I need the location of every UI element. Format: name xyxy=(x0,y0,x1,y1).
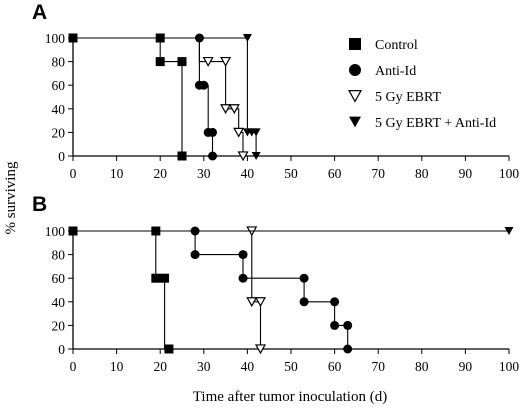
x-tick-label: 60 xyxy=(328,359,342,374)
legend-marker-5-gy-ebrt xyxy=(347,89,363,103)
series-line-5-gy-ebrt xyxy=(73,37,244,156)
panel-b-plot: 0 10 20 30 40 50 60 70 80 90 100 0 20 40 60 80 100 xyxy=(45,224,520,374)
y-tick-label: 60 xyxy=(52,271,66,286)
x-tick-label: 100 xyxy=(499,359,520,374)
y-tick-label: 80 xyxy=(52,248,66,263)
series-line-5-gy-ebrt-anti-id xyxy=(73,37,509,157)
data-point-5-gy-ebrt xyxy=(228,104,240,115)
data-point-control xyxy=(177,57,187,67)
x-tick-label: 70 xyxy=(371,166,385,181)
x-tick-label: 0 xyxy=(70,166,77,181)
x-tick-label: 20 xyxy=(153,166,167,181)
y-axis-label: % surviving xyxy=(3,161,19,234)
x-tick-label: 40 xyxy=(241,166,255,181)
legend-marker-anti-id xyxy=(349,64,361,76)
data-point-anti-id xyxy=(343,320,353,330)
x-tick-label: 50 xyxy=(284,166,298,181)
y-tick-label: 40 xyxy=(52,102,66,117)
data-point-anti-id xyxy=(299,297,309,307)
x-tick-label: 60 xyxy=(328,166,342,181)
x-tick-label: 10 xyxy=(110,359,124,374)
data-point-5-gy-ebrt-anti-id xyxy=(504,226,514,236)
series-line-anti-id xyxy=(73,37,214,156)
x-axis-label: Time after tumor inoculation (d) xyxy=(193,389,387,405)
data-point-5-gy-ebrt-anti-id xyxy=(242,33,252,43)
data-point-anti-id xyxy=(199,80,209,90)
data-point-anti-id xyxy=(330,320,340,330)
data-point-5-gy-ebrt-anti-id xyxy=(251,128,261,137)
data-point-5-gy-ebrt xyxy=(237,151,249,162)
y-tick-label: 0 xyxy=(58,342,65,357)
data-point-anti-id xyxy=(330,297,340,307)
x-tick-label: 40 xyxy=(241,359,255,374)
y-tick-label: 20 xyxy=(52,125,66,140)
y-tick-label: 0 xyxy=(58,149,65,164)
y-tick-label: 20 xyxy=(52,318,66,333)
legend-label-5-gy-ebrt-anti-id: 5 Gy EBRT + Anti-Id xyxy=(375,116,496,131)
x-tick-label: 10 xyxy=(110,166,124,181)
legend-label-5-gy-ebrt: 5 Gy EBRT xyxy=(375,90,441,105)
series-line-anti-id xyxy=(73,230,509,350)
x-tick-label: 30 xyxy=(197,166,211,181)
data-point-control xyxy=(160,273,170,283)
data-point-anti-id xyxy=(208,151,218,161)
data-point-5-gy-ebrt xyxy=(233,127,245,138)
x-tick-label: 70 xyxy=(371,359,385,374)
data-point-5-gy-ebrt xyxy=(220,56,232,67)
x-tick-label: 50 xyxy=(284,359,298,374)
data-point-5-gy-ebrt-anti-id xyxy=(251,151,261,161)
data-point-anti-id xyxy=(343,344,353,354)
series-line-control xyxy=(73,230,166,349)
y-tick-label: 60 xyxy=(52,78,66,93)
legend-marker-control xyxy=(349,38,361,50)
y-tick-label: 100 xyxy=(45,224,66,239)
data-point-control xyxy=(151,273,161,283)
data-point-control xyxy=(177,151,187,161)
data-point-5-gy-ebrt xyxy=(254,297,266,308)
panel-a-label: A xyxy=(32,1,47,24)
data-point-anti-id xyxy=(238,273,248,283)
x-tick-label: 20 xyxy=(153,359,167,374)
data-point-5-gy-ebrt xyxy=(220,104,232,115)
y-tick-label: 100 xyxy=(45,31,66,46)
data-point-5-gy-ebrt xyxy=(254,344,266,355)
data-point-anti-id xyxy=(299,273,309,283)
series-line-5-gy-ebrt xyxy=(73,230,262,349)
x-tick-label: 0 xyxy=(70,359,77,374)
legend-label-anti-id: Anti-Id xyxy=(375,64,416,79)
data-point-control xyxy=(155,57,165,67)
data-point-anti-id xyxy=(190,250,200,260)
y-tick-label: 40 xyxy=(52,295,66,310)
x-tick-label: 100 xyxy=(499,166,520,181)
series-line-control xyxy=(73,37,183,156)
legend-marker-5-gy-ebrt-anti-id xyxy=(349,116,361,128)
y-tick-label: 80 xyxy=(52,55,66,70)
legend: Control Anti-Id 5 Gy EBRT 5 Gy EBRT + Anti-… xyxy=(347,38,496,131)
data-point-anti-id xyxy=(208,127,218,137)
panel-a-plot: 0 10 20 30 40 50 60 70 80 90 100 0 20 40 60 80 100 xyxy=(45,31,520,181)
x-tick-label: 80 xyxy=(415,166,429,181)
legend-label-control: Control xyxy=(375,38,418,53)
panel-b-label: B xyxy=(32,193,47,216)
data-point-control xyxy=(164,344,174,354)
data-point-5-gy-ebrt xyxy=(246,297,258,308)
x-tick-label: 80 xyxy=(415,359,429,374)
x-tick-label: 90 xyxy=(459,359,473,374)
x-tick-label: 90 xyxy=(459,166,473,181)
x-tick-label: 30 xyxy=(197,359,211,374)
data-point-5-gy-ebrt xyxy=(202,56,214,67)
data-point-anti-id xyxy=(238,250,248,260)
